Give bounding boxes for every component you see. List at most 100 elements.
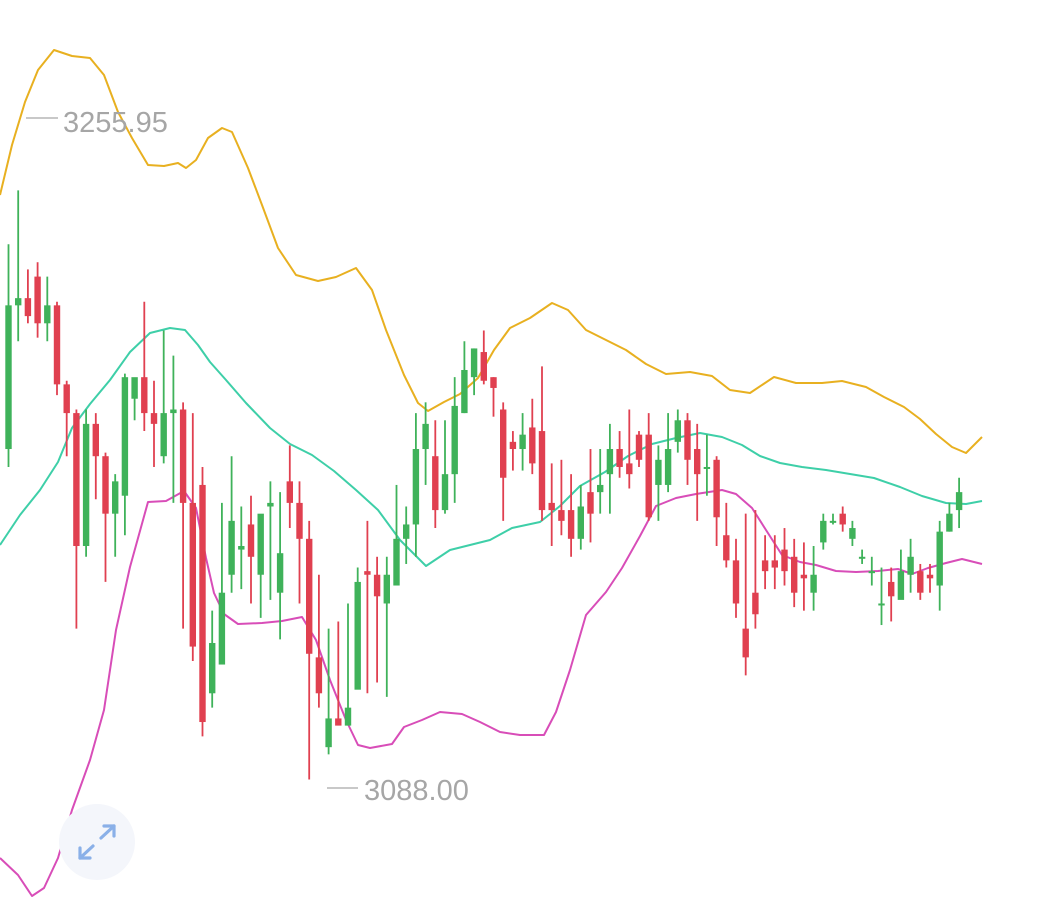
- candle-body: [732, 560, 740, 604]
- candle: [694, 423, 701, 521]
- candle: [732, 538, 740, 618]
- candle: [150, 380, 158, 467]
- candle-body: [373, 574, 381, 597]
- candle: [587, 449, 594, 543]
- candle-body: [228, 520, 235, 575]
- candle-body: [839, 513, 846, 525]
- candle: [917, 563, 924, 600]
- middle-band-line: [0, 327, 983, 567]
- candle: [849, 520, 856, 547]
- candle-body: [791, 556, 798, 593]
- candle-body: [509, 441, 517, 450]
- candle-body: [480, 352, 487, 381]
- candle: [839, 506, 846, 532]
- candle: [907, 538, 914, 593]
- candle: [761, 535, 769, 590]
- candle: [538, 366, 546, 521]
- candle-body: [674, 420, 681, 442]
- candle: [432, 420, 439, 529]
- candle: [286, 445, 293, 529]
- candle: [742, 513, 749, 676]
- annotations: 3255.95 3088.00: [26, 107, 469, 807]
- candle-body: [558, 510, 565, 521]
- candle: [480, 330, 487, 385]
- candle-body: [664, 449, 672, 485]
- expand-diagonal-arrows-icon: [78, 824, 116, 860]
- candle-body: [597, 484, 604, 493]
- candle: [577, 484, 584, 550]
- candle-body: [810, 574, 817, 593]
- candle: [228, 456, 235, 593]
- candle-body: [364, 571, 371, 575]
- candle: [141, 301, 148, 432]
- candle-body: [529, 427, 536, 464]
- expand-chart-button[interactable]: [59, 804, 135, 880]
- candle-body: [393, 538, 400, 586]
- candle-body: [606, 449, 614, 475]
- candle-body: [567, 510, 575, 539]
- candle: [509, 431, 517, 471]
- candle-body: [858, 556, 866, 559]
- candle: [791, 538, 798, 608]
- candle-body: [626, 463, 633, 475]
- candle: [878, 567, 885, 626]
- candle-body: [141, 377, 148, 414]
- candle: [53, 301, 61, 396]
- candle-body: [422, 423, 429, 450]
- candle: [858, 549, 866, 564]
- candle-body: [53, 305, 61, 385]
- candle: [548, 463, 555, 547]
- candle-body: [946, 513, 953, 532]
- candle: [771, 535, 778, 590]
- candle-body: [577, 506, 584, 539]
- candle: [24, 269, 32, 324]
- candle-body: [209, 642, 216, 694]
- candle-body: [383, 574, 390, 604]
- candle: [160, 330, 167, 464]
- candle-body: [5, 305, 12, 450]
- candle-body: [723, 535, 730, 561]
- candle: [383, 556, 390, 697]
- candle: [955, 477, 963, 529]
- candle: [664, 413, 672, 493]
- candle-body: [412, 449, 420, 525]
- candle: [209, 610, 216, 708]
- candle-body: [306, 538, 313, 654]
- candle: [296, 481, 303, 604]
- candle: [276, 492, 284, 640]
- candle-body: [820, 520, 827, 543]
- candle: [703, 434, 711, 496]
- candle: [713, 456, 720, 547]
- candle-body: [936, 531, 943, 586]
- candle: [238, 506, 245, 590]
- candle-body: [926, 574, 934, 579]
- candle: [34, 262, 41, 338]
- candle-body: [888, 581, 895, 597]
- candle: [868, 556, 875, 586]
- candle-body: [616, 449, 623, 467]
- candle-body: [82, 423, 90, 547]
- candle-body: [199, 484, 206, 723]
- candle: [655, 445, 662, 521]
- candle-body: [703, 466, 711, 469]
- candle: [63, 380, 70, 457]
- candle-body: [781, 549, 788, 572]
- candle-body: [742, 628, 749, 658]
- candle-body: [73, 413, 80, 547]
- candle-body: [247, 524, 255, 557]
- candle: [121, 373, 129, 536]
- candle-body: [800, 574, 808, 579]
- candle-body: [24, 298, 32, 317]
- candle-body: [403, 524, 410, 539]
- candle: [820, 513, 827, 550]
- candle-body: [34, 276, 41, 324]
- candle: [461, 341, 468, 414]
- candle: [247, 495, 255, 604]
- candle-body: [490, 377, 497, 388]
- candle-body: [548, 502, 555, 511]
- candle: [470, 348, 478, 396]
- candle-body: [451, 405, 458, 475]
- candle-body: [878, 603, 885, 606]
- candle-body: [829, 520, 837, 523]
- candle: [567, 474, 575, 557]
